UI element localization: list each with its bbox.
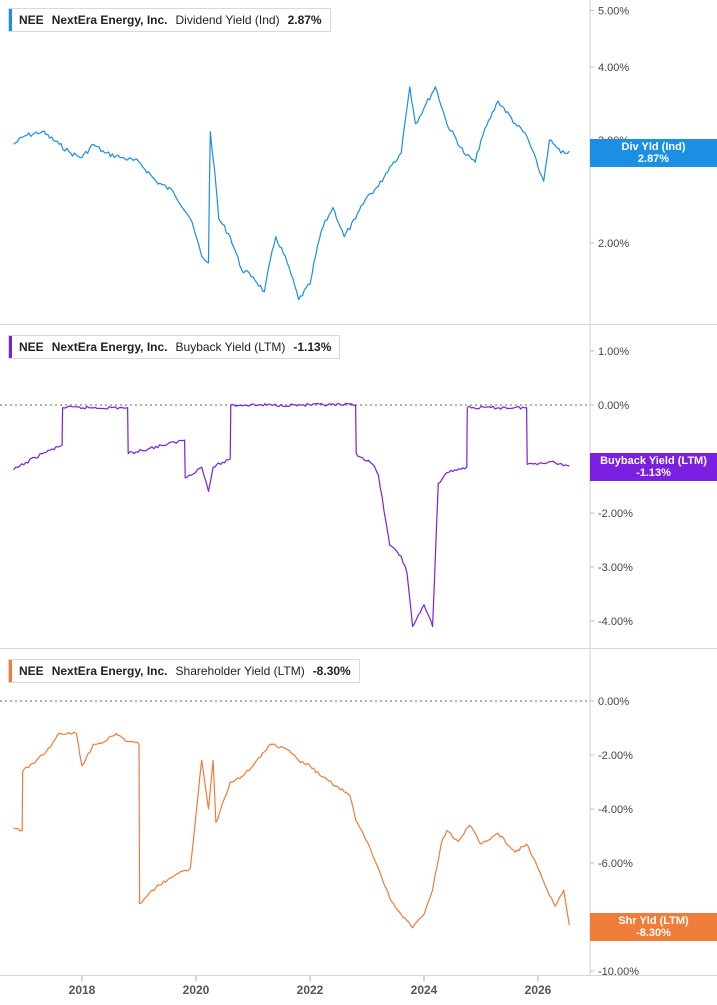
legend-value: -8.30% (312, 664, 351, 678)
series-line-1 (13, 402, 570, 627)
y-tick-label: 1.00% (598, 346, 629, 358)
x-tick-label: 2026 (525, 983, 552, 997)
legend-buyback-yield[interactable]: NEE NextEra Energy, Inc. Buyback Yield (… (8, 335, 341, 359)
tag-value: 2.87% (637, 153, 670, 165)
legend-company: NextEra Energy, Inc. (51, 340, 168, 354)
value-tag-dividend: Div Yld (Ind) 2.87% (590, 139, 717, 167)
x-tick-label: 2020 (183, 983, 210, 997)
y-tick-label: -6.00% (598, 858, 633, 870)
legend-company: NextEra Energy, Inc. (51, 13, 168, 27)
y-tick-label: 5.00% (598, 5, 629, 17)
legend-company: NextEra Energy, Inc. (51, 664, 168, 678)
series-line-2 (13, 731, 570, 929)
y-tick-label: -4.00% (598, 616, 633, 628)
legend-dividend-yield[interactable]: NEE NextEra Energy, Inc. Dividend Yield … (8, 8, 331, 32)
legend-metric: Dividend Yield (Ind) (175, 13, 280, 27)
x-tick-label: 2024 (411, 983, 438, 997)
tag-value: -8.30% (636, 927, 671, 939)
legend-ticker: NEE (19, 340, 44, 354)
tag-value: -1.13% (636, 467, 671, 479)
series-line-0 (13, 86, 570, 301)
tag-label: Div Yld (Ind) (621, 141, 686, 153)
y-tick-label: -3.00% (598, 562, 633, 574)
y-tick-label: 4.00% (598, 62, 629, 74)
legend-metric: Shareholder Yield (LTM) (175, 664, 305, 678)
grid-layer (0, 404, 590, 702)
legend-swatch (9, 9, 12, 31)
legend-metric: Buyback Yield (LTM) (175, 340, 286, 354)
y-tick-label: 0.00% (598, 400, 629, 412)
y-tick-label: -2.00% (598, 750, 633, 762)
legend-value: 2.87% (287, 13, 322, 27)
series-layer (13, 86, 570, 929)
legend-ticker: NEE (19, 13, 44, 27)
x-tick-labels: 2018 2020 2022 2024 2026 (69, 976, 552, 997)
y-tick-label: -4.00% (598, 804, 633, 816)
x-tick-label: 2018 (69, 983, 96, 997)
y-tick-label: -2.00% (598, 508, 633, 520)
y-tick-label: -10.00% (598, 966, 639, 978)
y-tick-label: 2.00% (598, 238, 629, 250)
legend-swatch (9, 336, 12, 358)
legend-shareholder-yield[interactable]: NEE NextEra Energy, Inc. Shareholder Yie… (8, 659, 360, 683)
x-tick-label: 2022 (297, 983, 324, 997)
legend-ticker: NEE (19, 664, 44, 678)
value-tag-buyback: Buyback Yield (LTM) -1.13% (590, 453, 717, 481)
tag-label: Buyback Yield (LTM) (600, 455, 707, 467)
y-tick-label: 0.00% (598, 696, 629, 708)
legend-value: -1.13% (293, 340, 332, 354)
tag-label: Shr Yld (LTM) (618, 915, 689, 927)
value-tag-shareholder: Shr Yld (LTM) -8.30% (590, 913, 717, 941)
legend-swatch (9, 660, 12, 682)
